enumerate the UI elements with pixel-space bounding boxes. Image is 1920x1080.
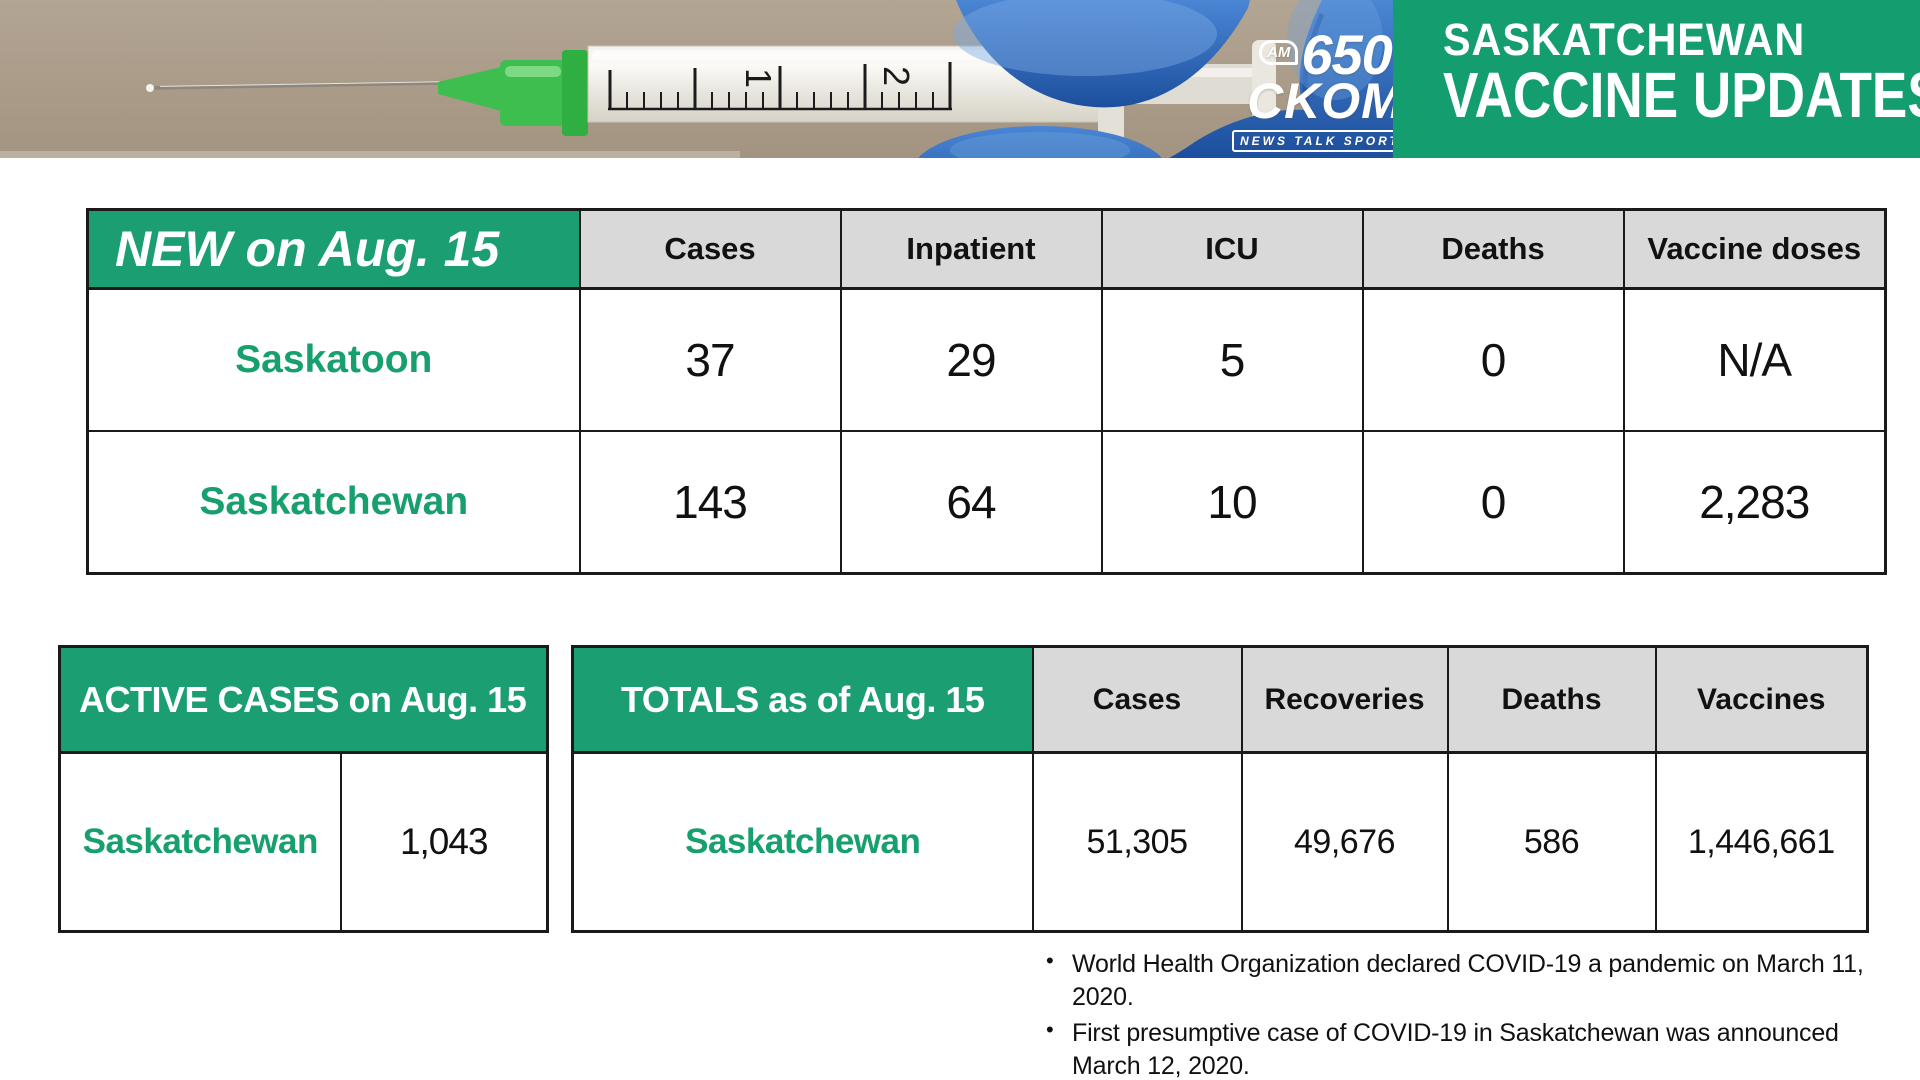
new-saskatoon-cases: 37	[578, 287, 842, 432]
totals-col-cases: Cases	[1031, 645, 1243, 754]
logo-call-letters: CKOM	[1247, 73, 1404, 130]
new-col-icu: ICU	[1100, 208, 1364, 290]
new-col-deaths: Deaths	[1361, 208, 1625, 290]
totals-saskatchewan-vaccines: 1,446,661	[1654, 751, 1869, 933]
barrel-scale-major-ticks	[608, 62, 952, 110]
new-saskatoon-deaths: 0	[1361, 287, 1625, 432]
header-banner: 1 2 AM 650 CKOM NEWS TALK S	[0, 0, 1920, 158]
totals-saskatchewan-recoveries: 49,676	[1240, 751, 1449, 933]
new-saskatoon-icu: 5	[1100, 287, 1364, 432]
totals-saskatchewan-cases: 51,305	[1031, 751, 1243, 933]
totals-col-deaths: Deaths	[1446, 645, 1657, 754]
new-saskatoon-inpatient: 29	[839, 287, 1103, 432]
footnote-pandemic-declared: World Health Organization declared COVID…	[1042, 946, 1880, 1014]
new-saskatchewan-inpatient: 64	[839, 430, 1103, 575]
footnotes: World Health Organization declared COVID…	[1042, 946, 1880, 1080]
totals-col-recoveries: Recoveries	[1240, 645, 1449, 754]
new-cases-table: NEW on Aug. 15 Cases Inpatient ICU Death…	[86, 208, 1887, 575]
banner-title-line1: SASKATCHEWAN	[1443, 14, 1806, 65]
barrel-scale-label-2: 2	[876, 66, 917, 86]
glove-fingertip	[918, 126, 1162, 158]
totals-saskatchewan-deaths: 586	[1446, 751, 1657, 933]
footnote-first-case: First presumptive case of COVID-19 in Sa…	[1042, 1015, 1880, 1080]
new-saskatchewan-vaccine-doses: 2,283	[1622, 430, 1887, 575]
active-table-title: ACTIVE CASES on Aug. 15	[58, 645, 549, 754]
barrel-scale-label-1: 1	[738, 68, 779, 88]
logo-frequency: 650	[1301, 23, 1392, 86]
table-row: Saskatoon 37 29 5 0 N/A	[86, 287, 1887, 432]
syringe-needle	[149, 81, 443, 90]
active-cases-table: ACTIVE CASES on Aug. 15 Saskatchewan 1,0…	[58, 645, 549, 933]
glove-fingers	[1168, 0, 1393, 158]
syringe-hub	[438, 66, 505, 112]
hub-flange	[562, 50, 588, 136]
table-row: Saskatchewan 1,043	[58, 751, 549, 933]
table-row: Saskatchewan 143 64 10 0 2,283	[86, 430, 1887, 575]
totals-table: TOTALS as of Aug. 15 Cases Recoveries De…	[571, 645, 1869, 933]
logo-top-row: AM 650	[1232, 23, 1419, 86]
new-row-saskatchewan-label: Saskatchewan	[86, 430, 581, 575]
new-col-cases: Cases	[578, 208, 842, 290]
active-saskatchewan-count: 1,043	[339, 751, 549, 933]
table-row: Saskatchewan 51,305 49,676 586 1,446,661	[571, 751, 1869, 933]
needle-tip-glint	[146, 84, 154, 92]
logo-am-badge: AM	[1259, 40, 1299, 65]
banner-title-line2: VACCINE UPDATES	[1443, 59, 1920, 131]
banner-title-block: SASKATCHEWAN VACCINE UPDATES	[1393, 0, 1920, 158]
new-saskatchewan-deaths: 0	[1361, 430, 1625, 575]
totals-table-title: TOTALS as of Aug. 15	[571, 645, 1034, 754]
new-col-inpatient: Inpatient	[839, 208, 1103, 290]
syringe-photo: 1 2	[0, 0, 1393, 158]
logo-tagline: NEWS TALK SPORTS	[1232, 129, 1419, 152]
totals-col-vaccines: Vaccines	[1654, 645, 1869, 754]
new-saskatchewan-icu: 10	[1100, 430, 1364, 575]
glove-thumb	[956, 0, 1250, 108]
new-row-saskatoon-label: Saskatoon	[86, 287, 581, 432]
new-saskatchewan-cases: 143	[578, 430, 842, 575]
active-row-saskatchewan-label: Saskatchewan	[58, 751, 342, 933]
new-saskatoon-vaccine-doses: N/A	[1622, 287, 1887, 432]
totals-row-saskatchewan-label: Saskatchewan	[571, 751, 1034, 933]
ckom-logo: AM 650 CKOM NEWS TALK SPORTS	[1232, 23, 1419, 152]
new-table-title: NEW on Aug. 15	[86, 208, 581, 290]
new-col-vaccine-doses: Vaccine doses	[1622, 208, 1887, 290]
